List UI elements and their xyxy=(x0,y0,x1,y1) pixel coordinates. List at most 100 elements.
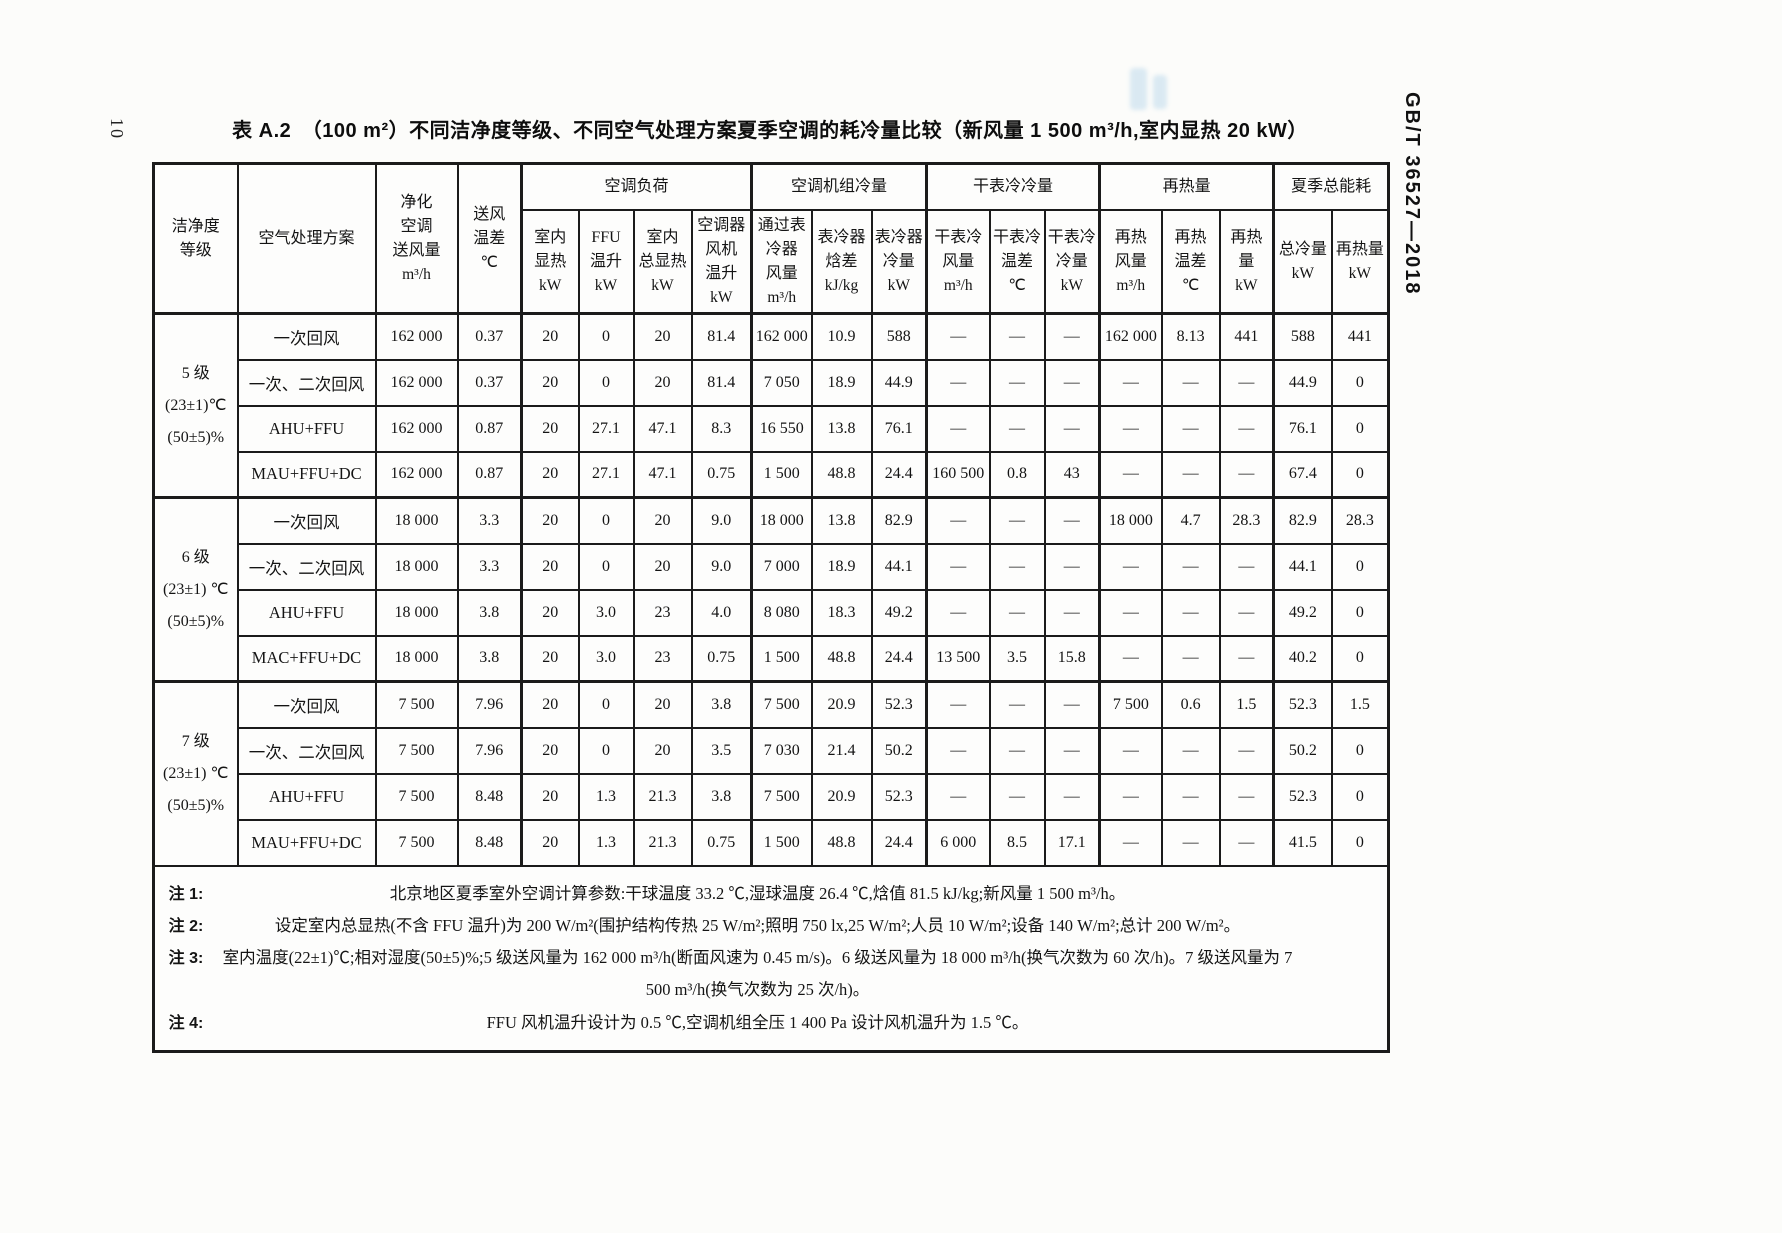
value-cell: 50.2 xyxy=(1272,726,1333,775)
value-cell: 6 000 xyxy=(925,818,991,867)
note-2: 注 2: 设定室内总显热(不含 FFU 温升)为 200 W/m²(围护结构传热 … xyxy=(157,910,1385,942)
value-cell: 20 xyxy=(520,726,580,775)
value-cell: 21.3 xyxy=(632,772,693,821)
value-cell: 20 xyxy=(520,588,580,637)
group-header-dry-coil-cooling: 干表冷冷量 xyxy=(925,162,1102,211)
col-header-dry-coil-temp-diff: 干表冷 温差 ℃ xyxy=(988,208,1046,315)
value-cell: — xyxy=(988,404,1046,453)
value-cell: 67.4 xyxy=(1272,450,1333,499)
value-cell: 49.2 xyxy=(870,588,929,637)
value-cell: — xyxy=(1098,450,1163,499)
note-text: 北京地区夏季室外空调计算参数:干球温度 33.2 ℃,湿球温度 26.4 ℃,焓… xyxy=(389,883,1126,903)
value-cell: 7 500 xyxy=(374,680,459,729)
value-cell: 8.48 xyxy=(456,818,523,867)
column-unit: kW xyxy=(539,276,562,294)
value-cell: — xyxy=(988,496,1046,545)
value-cell: 43 xyxy=(1043,450,1102,499)
scheme-cell: 一次、二次回风 xyxy=(236,726,377,775)
value-cell: 1 500 xyxy=(750,450,813,499)
column-unit: ℃ xyxy=(480,253,498,271)
value-cell: — xyxy=(925,496,991,545)
value-cell: 8.13 xyxy=(1160,312,1221,361)
value-cell: 0 xyxy=(577,680,635,729)
column-unit: kW xyxy=(1291,264,1315,282)
column-label: 表冷器 焓差 xyxy=(817,228,866,270)
value-cell: — xyxy=(1218,726,1276,775)
value-cell: — xyxy=(1160,726,1221,775)
value-cell: 0 xyxy=(1330,634,1390,683)
value-cell: — xyxy=(1043,496,1102,545)
column-label: 净化 空调 送风量 xyxy=(392,193,441,259)
column-label: 空调器 风机 温升 xyxy=(697,216,746,282)
note-1: 注 1: 北京地区夏季室外空调计算参数:干球温度 33.2 ℃,湿球温度 26.4… xyxy=(157,878,1385,910)
value-cell: 7 500 xyxy=(1098,680,1163,729)
value-cell: 40.2 xyxy=(1272,634,1333,683)
value-cell: 50.2 xyxy=(870,726,929,775)
value-cell: 18 000 xyxy=(1098,496,1163,545)
value-cell: 3.5 xyxy=(690,726,754,775)
value-cell: 3.0 xyxy=(577,588,635,637)
value-cell: 20 xyxy=(520,542,580,591)
note-label: 注 4: xyxy=(168,1014,204,1032)
value-cell: 7 000 xyxy=(750,542,813,591)
col-header-reheat-temp-diff: 再热 温差 ℃ xyxy=(1160,208,1221,315)
value-cell: 0.87 xyxy=(456,450,523,499)
value-cell: 7.96 xyxy=(456,726,523,775)
value-cell: 20 xyxy=(520,358,580,407)
value-cell: 1.5 xyxy=(1218,680,1276,729)
table-row: 一次、二次回风 18 000 3.3 20 0 20 9.0 7 000 18.9 44.1— — —… xyxy=(154,542,1390,591)
value-cell: 0 xyxy=(577,496,635,545)
value-cell: 1 500 xyxy=(750,818,813,867)
value-cell: — xyxy=(1098,588,1163,637)
value-cell: — xyxy=(1043,588,1102,637)
value-cell: 13 500 xyxy=(925,634,991,683)
value-cell: 588 xyxy=(1272,312,1333,361)
column-label: 送风 温差 xyxy=(473,205,506,247)
col-header-coil-enthalpy-diff: 表冷器 焓差 kJ/kg xyxy=(810,208,873,315)
value-cell: — xyxy=(1160,450,1221,499)
value-cell: 0.87 xyxy=(456,404,523,453)
column-label: 空气处理方案 xyxy=(258,229,355,247)
value-cell: 0 xyxy=(1330,726,1390,775)
value-cell: 0 xyxy=(577,358,635,407)
value-cell: 44.9 xyxy=(870,358,929,407)
value-cell: — xyxy=(1098,726,1163,775)
column-unit: kW xyxy=(1348,264,1372,282)
col-header-scheme: 空气处理方案 xyxy=(236,162,377,315)
value-cell: — xyxy=(1098,634,1163,683)
value-cell: — xyxy=(925,542,991,591)
scheme-cell: 一次回风 xyxy=(236,312,377,361)
value-cell: — xyxy=(988,358,1046,407)
value-cell: 47.1 xyxy=(632,404,693,453)
scan-artifact xyxy=(1153,75,1167,109)
value-cell: 3.8 xyxy=(690,772,754,821)
value-cell: 162 000 xyxy=(374,404,459,453)
cleanliness-level-cell: 7 级 (23±1) ℃ (50±5)% xyxy=(152,680,239,867)
note-3: 注 3: 室内温度(22±1)℃;相对湿度(50±5)%;5 级送风量为 162 … xyxy=(157,942,1385,1006)
value-cell: 1 500 xyxy=(750,634,813,683)
value-cell: 162 000 xyxy=(374,450,459,499)
value-cell: 7 030 xyxy=(750,726,813,775)
column-unit: m³/h xyxy=(943,276,973,294)
value-cell: 20 xyxy=(520,496,580,545)
value-cell: — xyxy=(1160,404,1221,453)
value-cell: 20 xyxy=(632,680,693,729)
note-label: 注 2: xyxy=(168,917,204,935)
col-header-dry-coil-air-volume: 干表冷 风量 m³/h xyxy=(925,208,991,315)
col-header-indoor-total-sensible-heat: 室内 总显热 kW xyxy=(632,208,693,315)
value-cell: 44.1 xyxy=(870,542,929,591)
value-cell: 27.1 xyxy=(577,404,635,453)
value-cell: 81.4 xyxy=(690,358,754,407)
table-row: AHU+FFU 162 000 0.87 20 27.1 47.1 8.3 16 550 13.… xyxy=(154,404,1390,453)
value-cell: 20.9 xyxy=(810,772,873,821)
value-cell: 24.4 xyxy=(870,450,929,499)
value-cell: — xyxy=(1218,450,1276,499)
value-cell: 3.3 xyxy=(456,542,523,591)
comparison-table: 洁净度 等级 空气处理方案 净化 空调 送风量 m³/h 送风 温差 ℃ 空调负荷 … xyxy=(152,162,1391,1053)
column-unit: m³/h xyxy=(1116,276,1146,294)
value-cell: 49.2 xyxy=(1272,588,1333,637)
value-cell: 20 xyxy=(632,726,693,775)
col-header-total-cooling: 总冷量 kW xyxy=(1272,208,1333,315)
column-label: 再热 风量 xyxy=(1114,228,1147,270)
value-cell: 3.8 xyxy=(456,588,523,637)
